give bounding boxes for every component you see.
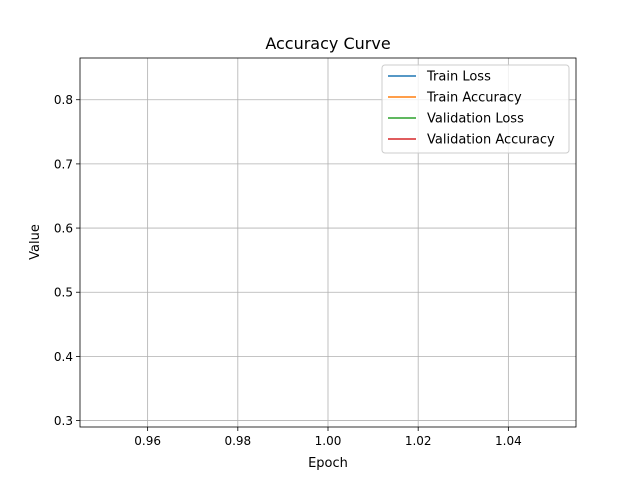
x-tick-label: 1.04 [495, 434, 522, 448]
x-tick-label: 0.98 [224, 434, 251, 448]
x-tick-label: 0.96 [134, 434, 161, 448]
y-tick-label: 0.5 [54, 286, 73, 300]
y-tick-label: 0.3 [54, 414, 73, 428]
legend-box [381, 64, 570, 154]
legend-label: Train Accuracy [426, 91, 522, 106]
y-axis-label: Value [28, 224, 43, 260]
chart-title: Accuracy Curve [265, 34, 390, 53]
y-tick-label: 0.6 [54, 222, 73, 236]
x-axis-label: Epoch [308, 456, 348, 471]
legend: Train Loss Train Accuracy Validation Loss V… [381, 64, 570, 154]
legend-label: Train Loss [426, 70, 491, 85]
legend-label: Validation Accuracy [427, 133, 555, 148]
y-tick-label: 0.7 [54, 157, 73, 171]
x-axis-ticks: 0.96 0.98 1.00 1.02 1.04 [134, 427, 522, 448]
x-tick-label: 1.00 [315, 434, 342, 448]
x-tick-label: 1.02 [405, 434, 432, 448]
y-axis-ticks: 0.3 0.4 0.5 0.6 0.7 0.8 [54, 93, 80, 428]
y-tick-label: 0.8 [54, 93, 73, 107]
legend-label: Validation Loss [427, 112, 524, 127]
y-tick-label: 0.4 [54, 350, 73, 364]
